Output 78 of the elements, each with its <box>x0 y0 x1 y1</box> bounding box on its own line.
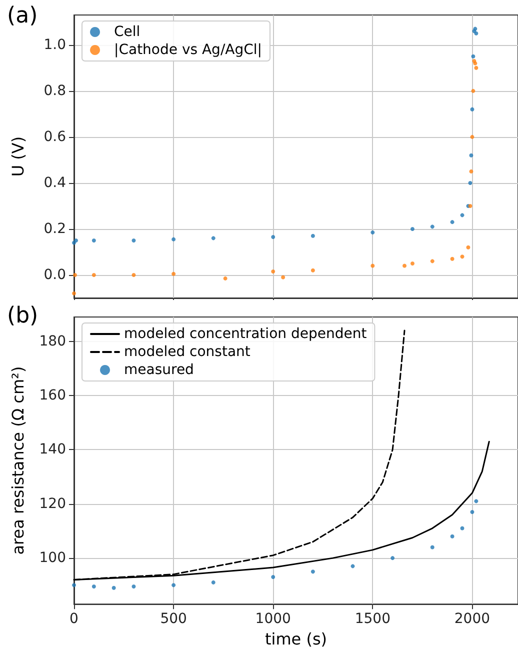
point <box>471 88 476 93</box>
legend-label: Cell <box>114 24 140 40</box>
legend-label: modeled constant <box>124 344 251 360</box>
y-tick-label: 0.0 <box>44 266 66 283</box>
point <box>211 580 216 584</box>
point <box>310 570 315 574</box>
x-axis-title: time (s) <box>264 630 328 648</box>
point <box>132 584 136 588</box>
y-tick-label: 160 <box>39 388 66 404</box>
y-tick-label: 140 <box>39 442 66 458</box>
point <box>211 236 216 240</box>
point <box>74 238 78 242</box>
point <box>471 54 476 58</box>
y-tick-label: 0.4 <box>44 174 66 191</box>
point <box>410 226 414 231</box>
point <box>172 237 176 242</box>
point <box>390 556 395 560</box>
point <box>430 224 434 229</box>
point <box>172 583 176 588</box>
point <box>271 235 276 240</box>
point <box>470 510 474 514</box>
chart-title: (b) <box>7 304 38 328</box>
point <box>92 272 96 277</box>
point <box>132 272 136 277</box>
point <box>72 291 76 296</box>
point <box>132 238 136 242</box>
y-tick-label: 180 <box>39 333 66 350</box>
point <box>450 534 454 538</box>
point <box>310 268 315 272</box>
point <box>410 261 414 266</box>
point <box>73 272 77 277</box>
point <box>470 107 474 112</box>
point <box>72 583 76 588</box>
y-tick-label: 0.6 <box>44 128 66 145</box>
y-tick-label: 0.2 <box>44 220 66 237</box>
point <box>310 234 315 238</box>
point <box>473 26 478 31</box>
point <box>281 275 286 280</box>
point <box>450 220 454 224</box>
point <box>92 238 96 242</box>
point <box>468 180 472 185</box>
point <box>112 586 116 590</box>
y-tick-label: 1.0 <box>44 36 66 53</box>
point <box>402 264 407 268</box>
y-tick-label: 100 <box>39 550 66 566</box>
point <box>350 564 355 568</box>
x-tick-label: 1500 <box>354 611 390 628</box>
point <box>271 575 276 580</box>
y-tick-label: 0.8 <box>44 82 66 99</box>
x-tick-label: 1000 <box>255 611 291 628</box>
point <box>466 245 470 250</box>
point <box>370 230 375 234</box>
point <box>370 264 375 268</box>
point <box>271 270 276 274</box>
point <box>469 153 474 158</box>
chart-title: (a) <box>7 4 38 28</box>
point <box>460 213 464 218</box>
point <box>474 499 478 504</box>
x-tick-label: 0 <box>70 611 78 628</box>
y-axis-title: area resistance (Ω cm²) <box>8 366 28 555</box>
point <box>474 66 478 70</box>
point <box>430 545 434 550</box>
legend-label: |Cathode vs Ag/AgCl| <box>114 42 262 58</box>
point <box>460 526 464 530</box>
y-axis-title: U (V) <box>8 136 28 177</box>
point <box>92 584 96 588</box>
point <box>430 259 434 264</box>
point <box>470 134 474 139</box>
point <box>469 169 474 174</box>
legend-label: modeled concentration dependent <box>124 326 368 342</box>
x-tick-label: 500 <box>160 611 187 628</box>
point <box>450 256 454 261</box>
point <box>460 254 464 259</box>
legend-label: measured <box>124 362 194 378</box>
x-tick-label: 2000 <box>454 611 490 628</box>
point <box>223 276 228 280</box>
point <box>172 272 176 276</box>
y-tick-label: 120 <box>39 496 66 512</box>
